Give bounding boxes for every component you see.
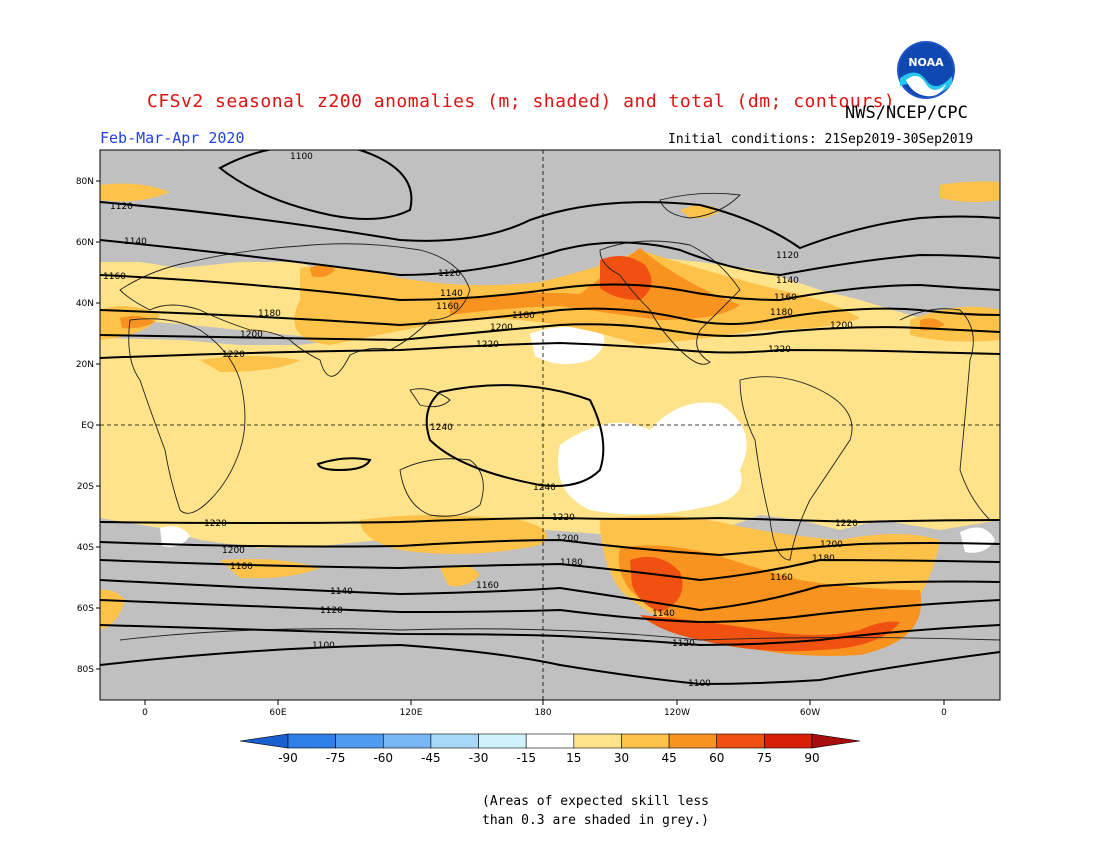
height-contours bbox=[100, 150, 1000, 686]
contour-label-1200: 1200 bbox=[240, 330, 263, 340]
skill-note-line1: (Areas of expected skill less bbox=[482, 794, 709, 809]
contour-label-1200-s: 1200 bbox=[222, 546, 245, 556]
forecast-period: Feb-Mar-Apr 2020 bbox=[100, 129, 245, 147]
contour-label-1220-c: 1220 bbox=[768, 345, 791, 355]
colorbar: -90 -75 -60 -45 -30 -15 15 30 45 60 75 90 bbox=[239, 733, 861, 765]
lat-label: 40N bbox=[76, 299, 94, 309]
colorbar-label: 30 bbox=[614, 751, 629, 765]
very-strong-positive-anomaly bbox=[600, 256, 900, 652]
colorbar-label: -75 bbox=[326, 751, 346, 765]
colorbar-box bbox=[382, 733, 432, 749]
lon-label: 120W bbox=[664, 708, 690, 718]
colorbar-label: -15 bbox=[516, 751, 536, 765]
contour-label-1100-s2: 1100 bbox=[688, 679, 711, 689]
lon-label: 180 bbox=[534, 708, 551, 718]
contour-label-1220-s3: 1220 bbox=[835, 519, 858, 529]
colorbar-box bbox=[668, 733, 718, 749]
logo-text: NOAA bbox=[908, 56, 944, 69]
contour-label-1180-s3: 1180 bbox=[812, 554, 835, 564]
contour-label-1140-c: 1140 bbox=[776, 276, 799, 286]
colorbar-box bbox=[525, 733, 575, 749]
colorbar-label: -30 bbox=[469, 751, 489, 765]
contour-label-1160-b: 1160 bbox=[436, 302, 459, 312]
lat-label: 80S bbox=[77, 665, 94, 675]
contour-label-1120-b: 1120 bbox=[438, 269, 461, 279]
contour-label-1120-s: 1120 bbox=[320, 606, 343, 616]
colorbar-label: 45 bbox=[661, 751, 676, 765]
longitude-axis: 0 60E 120E 180 120W 60W 0 bbox=[142, 700, 947, 718]
contour-label-1160: 1160 bbox=[103, 272, 126, 282]
contour-label-1220: 1220 bbox=[222, 350, 245, 360]
lon-label: 60W bbox=[800, 708, 820, 718]
noaa-logo: NOAA bbox=[897, 41, 955, 99]
contour-label-1140-b: 1140 bbox=[440, 289, 463, 299]
contour-label-1160-c: 1160 bbox=[774, 293, 797, 303]
contour-label-1200-s3: 1200 bbox=[820, 540, 843, 550]
contour-label-1180-b: 1180 bbox=[512, 311, 535, 321]
colorbar-box bbox=[716, 733, 765, 749]
colorbar-label: 75 bbox=[757, 751, 772, 765]
colorbar-label: -45 bbox=[421, 751, 441, 765]
contour-label-1140-s2: 1140 bbox=[652, 609, 675, 619]
colorbar-box bbox=[478, 733, 527, 749]
lat-label: 60S bbox=[77, 604, 94, 614]
contour-label-1220-b: 1220 bbox=[476, 340, 499, 350]
lat-label: 40S bbox=[77, 543, 94, 553]
contour-label-1240: 1240 bbox=[430, 423, 453, 433]
contour-label-1180-c: 1180 bbox=[770, 308, 793, 318]
contour-label-1180-s: 1180 bbox=[230, 562, 253, 572]
contour-label-1180: 1180 bbox=[258, 309, 281, 319]
lon-label: 120E bbox=[400, 708, 423, 718]
lon-label: 0 bbox=[941, 708, 947, 718]
colorbar-label: -90 bbox=[278, 751, 298, 765]
colorbar-label: 90 bbox=[804, 751, 819, 765]
lat-label: 80N bbox=[76, 177, 94, 187]
colorbar-label: 60 bbox=[709, 751, 724, 765]
chart-title: CFSv2 seasonal z200 anomalies (m; shaded… bbox=[147, 91, 896, 112]
contour-label-1100-s: 1100 bbox=[312, 641, 335, 651]
lon-label: 0 bbox=[142, 708, 148, 718]
lat-label: 60N bbox=[76, 238, 94, 248]
lat-label: EQ bbox=[81, 421, 94, 431]
initial-conditions: Initial conditions: 21Sep2019-30Sep2019 bbox=[668, 132, 974, 147]
lat-label: 20S bbox=[77, 482, 94, 492]
contour-label-1200-s2: 1200 bbox=[556, 534, 579, 544]
lat-label: 20N bbox=[76, 360, 94, 370]
colorbar-label: -60 bbox=[373, 751, 393, 765]
contour-label-1120-s2: 1120 bbox=[672, 639, 695, 649]
colorbar-box bbox=[573, 733, 622, 749]
colorbar-box bbox=[430, 733, 479, 749]
contour-value-labels: 1100 1120 1140 1160 1180 1200 1220 1240 … bbox=[103, 152, 858, 689]
contour-label-1140-s: 1140 bbox=[330, 587, 353, 597]
contour-label-1120: 1120 bbox=[110, 202, 133, 212]
colorbar-box bbox=[287, 733, 336, 749]
colorbar-arrow-high bbox=[811, 733, 861, 749]
lon-label: 60E bbox=[269, 708, 286, 718]
contour-label-1220-s: 1220 bbox=[204, 519, 227, 529]
contour-label-1160-s2: 1160 bbox=[476, 581, 499, 591]
colorbar-box bbox=[621, 733, 670, 749]
contour-label-1140: 1140 bbox=[124, 237, 147, 247]
contour-label-1240-b: 1240 bbox=[533, 483, 556, 493]
contour-label-1200-c: 1200 bbox=[830, 321, 853, 331]
colorbar-box bbox=[335, 733, 384, 749]
skill-note-line2: than 0.3 are shaded in grey.) bbox=[482, 813, 709, 828]
colorbar-arrow-low bbox=[239, 733, 289, 749]
contour-label-1220-s2: 1220 bbox=[552, 513, 575, 523]
skill-note: (Areas of expected skill less than 0.3 a… bbox=[482, 792, 709, 830]
contour-label-1180-s2: 1180 bbox=[560, 558, 583, 568]
colorbar-box bbox=[764, 733, 813, 749]
contour-label-1160-s3: 1160 bbox=[770, 573, 793, 583]
contour-label-1120-c: 1120 bbox=[776, 251, 799, 261]
contour-label-1200-b: 1200 bbox=[490, 323, 513, 333]
colorbar-label: 15 bbox=[566, 751, 581, 765]
contour-label-1100: 1100 bbox=[290, 152, 313, 162]
agency-label: NWS/NCEP/CPC bbox=[845, 103, 968, 123]
latitude-axis: 80N 60N 40N 20N EQ 20S 40S 60S 80S bbox=[76, 177, 100, 675]
